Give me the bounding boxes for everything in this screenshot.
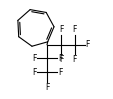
Text: F: F [32, 54, 36, 63]
Text: F: F [85, 40, 89, 49]
Text: F: F [58, 25, 63, 34]
Text: F: F [72, 25, 76, 34]
Text: F: F [32, 68, 36, 77]
Text: F: F [57, 54, 62, 63]
Text: F: F [58, 55, 63, 64]
Text: F: F [72, 55, 76, 64]
Text: F: F [57, 68, 62, 77]
Text: F: F [45, 83, 49, 92]
